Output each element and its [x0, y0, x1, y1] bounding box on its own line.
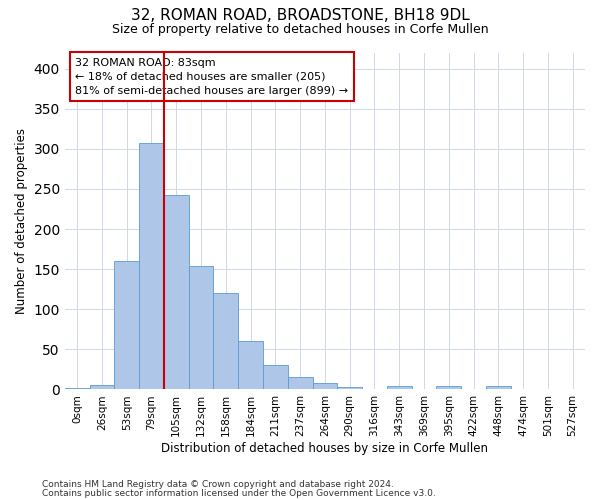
Bar [436, 386, 461, 390]
Bar [115, 261, 139, 390]
Bar [65, 388, 89, 390]
Text: Contains public sector information licensed under the Open Government Licence v3: Contains public sector information licen… [42, 488, 436, 498]
Bar [188, 266, 214, 390]
Text: Size of property relative to detached houses in Corfe Mullen: Size of property relative to detached ho… [112, 22, 488, 36]
Text: 32, ROMAN ROAD, BROADSTONE, BH18 9DL: 32, ROMAN ROAD, BROADSTONE, BH18 9DL [131, 8, 469, 22]
Bar [337, 387, 362, 390]
Y-axis label: Number of detached properties: Number of detached properties [15, 128, 28, 314]
Bar [214, 293, 238, 390]
Text: Contains HM Land Registry data © Crown copyright and database right 2024.: Contains HM Land Registry data © Crown c… [42, 480, 394, 489]
Bar [238, 340, 263, 390]
Bar [288, 378, 313, 390]
X-axis label: Distribution of detached houses by size in Corfe Mullen: Distribution of detached houses by size … [161, 442, 488, 455]
Bar [387, 386, 412, 390]
Bar [263, 364, 288, 390]
Bar [486, 386, 511, 390]
Bar [139, 143, 164, 390]
Bar [164, 194, 188, 390]
Text: 32 ROMAN ROAD: 83sqm
← 18% of detached houses are smaller (205)
81% of semi-deta: 32 ROMAN ROAD: 83sqm ← 18% of detached h… [75, 58, 349, 96]
Bar [89, 384, 115, 390]
Bar [313, 383, 337, 390]
